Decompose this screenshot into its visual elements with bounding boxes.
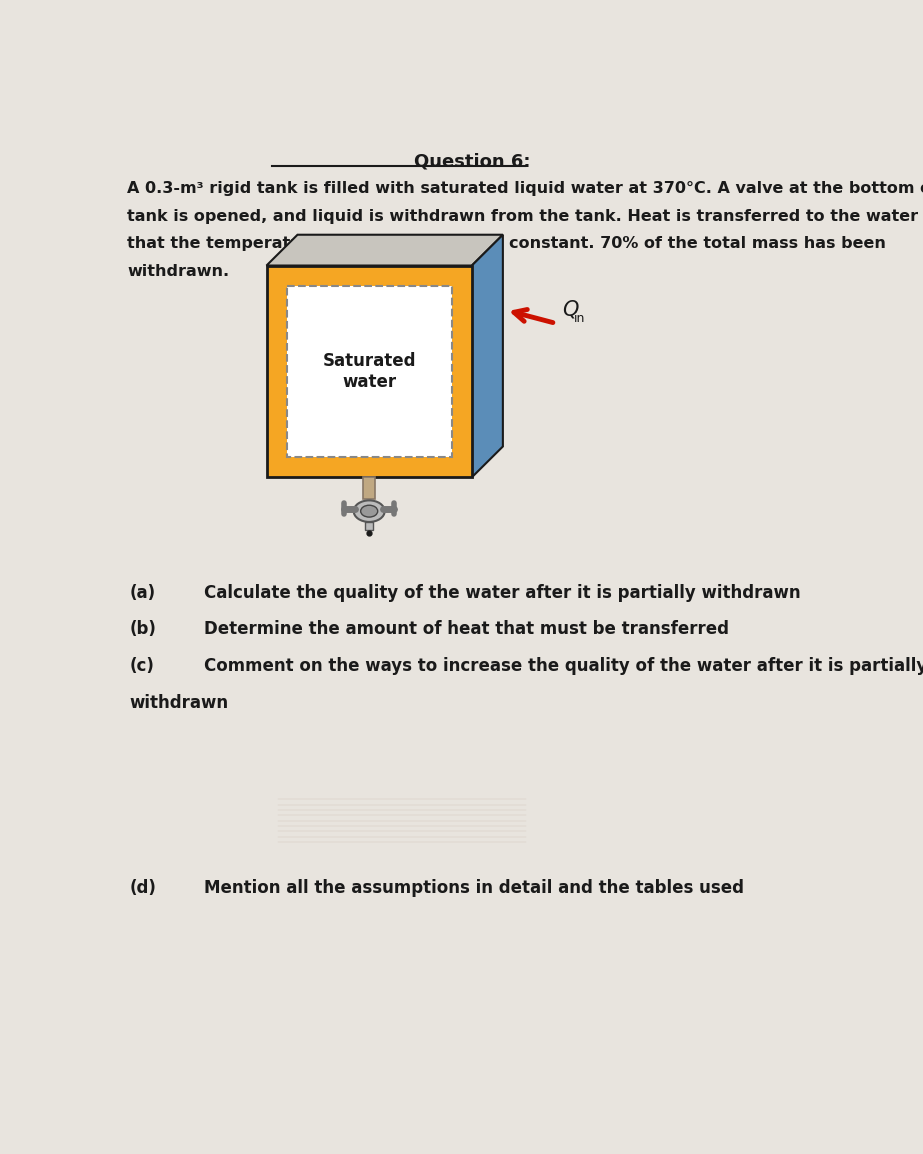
Text: Comment on the ways to increase the quality of the water after it is partially: Comment on the ways to increase the qual… (205, 658, 923, 675)
Ellipse shape (361, 505, 378, 517)
Text: (d): (d) (129, 879, 156, 897)
Text: Mention all the assumptions in detail and the tables used: Mention all the assumptions in detail an… (205, 879, 745, 897)
Text: that the temperature in the tank remains constant. 70% of the total mass has bee: that the temperature in the tank remains… (127, 237, 886, 252)
Bar (267, 265, 472, 478)
Text: A 0.3-m³ rigid tank is filled with saturated liquid water at 370°C. A valve at t: A 0.3-m³ rigid tank is filled with satur… (127, 181, 923, 196)
Polygon shape (267, 234, 503, 265)
Text: Saturated
water: Saturated water (322, 352, 416, 391)
Text: Calculate the quality of the water after it is partially withdrawn: Calculate the quality of the water after… (205, 584, 801, 601)
Text: tank is opened, and liquid is withdrawn from the tank. Heat is transferred to th: tank is opened, and liquid is withdrawn … (127, 209, 923, 224)
Bar (363, 478, 376, 499)
Text: Question 6:: Question 6: (414, 152, 531, 171)
Ellipse shape (354, 501, 385, 522)
Text: (c): (c) (129, 658, 154, 675)
Text: Determine the amount of heat that must be transferred: Determine the amount of heat that must b… (205, 621, 729, 638)
Polygon shape (472, 234, 503, 478)
Text: $\mathit{Q}$: $\mathit{Q}$ (562, 298, 580, 320)
Text: withdrawn: withdrawn (129, 695, 229, 712)
Text: in: in (574, 312, 585, 324)
Text: (b): (b) (129, 621, 156, 638)
Text: withdrawn.: withdrawn. (127, 264, 229, 279)
Bar (287, 285, 451, 457)
Bar (366, 522, 373, 530)
Text: (a): (a) (129, 584, 155, 601)
